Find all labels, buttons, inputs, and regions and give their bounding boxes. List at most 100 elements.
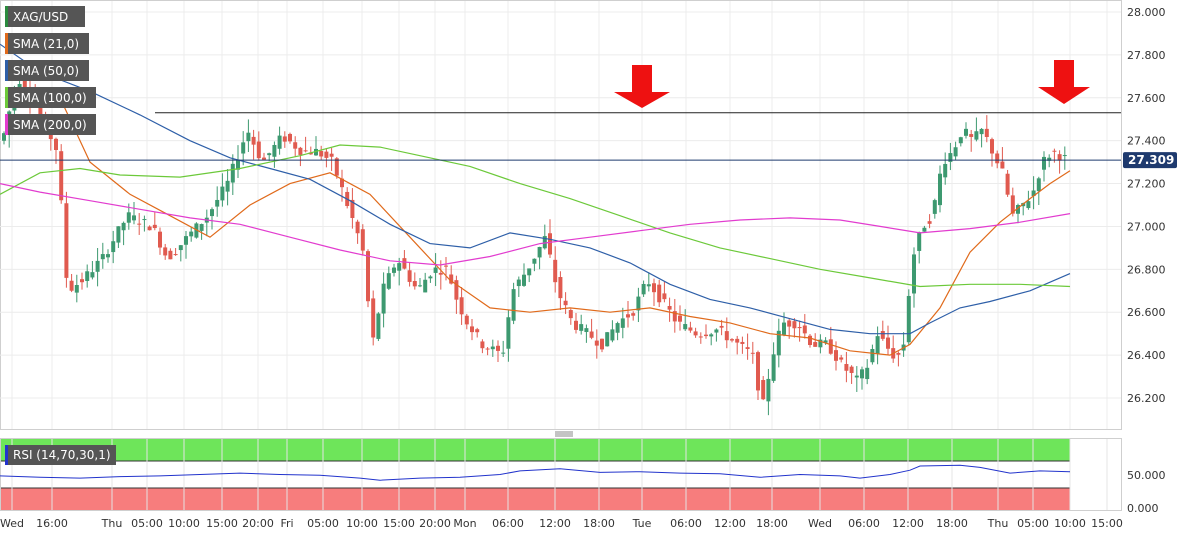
y-tick-label: 27.800 [1127,49,1166,62]
candle [938,165,942,213]
panel-resize-handle[interactable] [553,430,575,438]
candle [329,147,334,171]
sma-21-line [59,97,1071,356]
x-tick-label: 05:00 [1017,517,1049,530]
x-axis-labels: Wed 16:00 Thu 05:00 10:00 15:00 20:00 Fri 05:00 1… [0,517,1123,530]
legend-sma-50: SMA (50,0) [5,60,89,81]
candle [522,263,526,287]
candle [652,278,656,307]
candle [958,136,963,147]
sma-50-label: SMA (50,0) [13,64,79,78]
candle [69,273,74,293]
candle [236,145,240,179]
candle [251,129,256,160]
candle [412,272,417,290]
candle [917,231,922,264]
candle [953,141,958,161]
x-tick-label: Thu [101,517,123,530]
candle [85,264,90,288]
candle [771,342,776,383]
candle [568,308,573,325]
candle [626,301,630,328]
x-tick-label: 12:00 [539,517,571,530]
x-tick-label: 15:00 [206,517,238,530]
candle [548,219,552,258]
candle [475,327,480,338]
candle [241,131,246,166]
rsi-overbought-zone [1,439,1070,461]
candle [392,263,396,277]
candle [355,219,360,244]
y-tick-label: 26.200 [1127,392,1166,405]
rsi-y-tick: 0.000 [1127,502,1159,515]
candle [470,318,474,341]
x-tick-label: Mon [453,517,476,530]
candle [797,320,802,342]
x-tick-label: Tue [632,517,652,530]
sma-100-label: SMA (100,0) [13,91,87,105]
candle [745,333,750,360]
candle [511,282,516,325]
candle [1047,154,1052,168]
candle [158,227,162,255]
candle [501,340,506,357]
candle [407,263,412,287]
candle [574,312,578,334]
candle [350,188,355,229]
candle [230,154,235,195]
x-tick-label: Wed [0,517,24,530]
legend: XAG/USD SMA (21,0) SMA (50,0) SMA (100,0… [5,6,96,135]
candle [173,248,178,256]
candle [641,280,646,297]
candle [267,152,272,161]
candle [740,336,745,354]
candle [714,328,719,342]
candle [100,242,105,269]
candle [719,319,724,336]
candle [95,248,100,287]
candle [464,313,469,330]
candle [886,325,890,356]
candle [605,331,610,347]
candle [1057,150,1062,174]
candle [600,338,604,353]
rsi-vertical-grid [11,439,1108,510]
candle [761,376,766,401]
candle [979,128,984,148]
candle [298,146,303,167]
candle [537,246,542,270]
candle [215,186,220,217]
candle [277,126,282,155]
candle [542,224,547,250]
x-tick-label: Wed [808,517,832,530]
candle [116,226,121,248]
x-tick-label: 06:00 [670,517,702,530]
candle [792,318,797,338]
x-tick-label: Thu [987,517,1009,530]
candle [657,279,662,307]
candle [386,266,391,291]
y-tick-label: 27.600 [1127,92,1166,105]
candle [527,268,532,283]
candle [303,136,308,153]
y-tick-label: 27.400 [1127,135,1166,148]
candle [912,247,916,308]
candle [766,368,771,416]
candle [984,115,989,143]
legend-symbol: XAG/USD [5,6,85,27]
candle [943,152,948,185]
x-tick-label: 05:00 [307,517,339,530]
x-tick-label: 06:00 [492,517,524,530]
y-tick-label: 27.200 [1127,178,1166,191]
x-tick-label: 15:00 [383,517,415,530]
legend-sma-21: SMA (21,0) [5,33,89,54]
candle [516,276,521,297]
candle [225,169,230,206]
candle [688,321,693,333]
candle [1000,147,1005,169]
x-tick-label: 16:00 [36,517,68,530]
legend-sma-100: SMA (100,0) [5,87,96,108]
candle [704,324,708,339]
candle [906,289,911,345]
